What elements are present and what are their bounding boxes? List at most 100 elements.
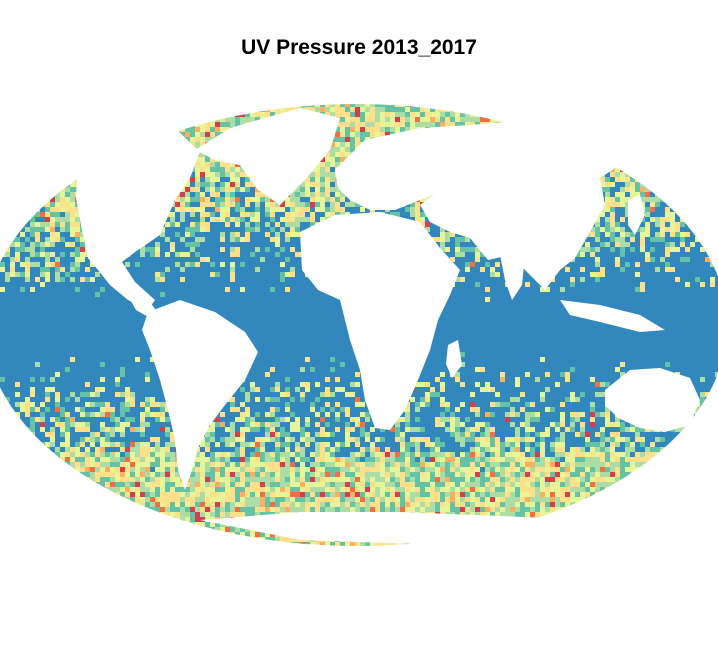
- pressure-cell: [225, 427, 230, 432]
- pressure-cell: [15, 152, 20, 157]
- pressure-cell: [625, 162, 630, 167]
- pressure-cell: [705, 152, 710, 157]
- pressure-cell: [330, 202, 335, 207]
- pressure-cell: [455, 92, 460, 97]
- pressure-cell: [615, 172, 620, 177]
- map-title: UV Pressure 2013_2017: [241, 36, 477, 59]
- pressure-cell: [670, 103, 675, 107]
- pressure-cell: [655, 142, 660, 147]
- pressure-cell: [620, 117, 625, 122]
- pressure-cell: [240, 117, 245, 122]
- pressure-cell: [150, 247, 155, 252]
- pressure-cell: [230, 202, 235, 207]
- pressure-cell: [185, 252, 190, 257]
- pressure-cell: [95, 412, 100, 417]
- pressure-cell: [160, 227, 165, 232]
- pressure-cell: [15, 252, 20, 257]
- pressure-cell: [505, 402, 510, 407]
- pressure-cell: [315, 412, 320, 417]
- pressure-cell: [350, 132, 355, 137]
- pressure-cell: [45, 237, 50, 242]
- pressure-cell: [35, 227, 40, 232]
- pressure-cell: [605, 97, 610, 102]
- pressure-cell: [130, 392, 135, 397]
- pressure-cell: [25, 112, 30, 117]
- pressure-cell: [640, 172, 645, 177]
- pressure-cell: [5, 127, 10, 132]
- pressure-cell: [235, 182, 240, 187]
- pressure-cell: [685, 92, 690, 97]
- pressure-cell: [710, 122, 715, 127]
- pressure-cell: [55, 262, 60, 267]
- pressure-cell: [655, 202, 660, 207]
- pressure-cell: [700, 107, 705, 112]
- pressure-cell: [610, 237, 615, 242]
- pressure-cell: [285, 237, 290, 242]
- pressure-cell: [450, 417, 455, 422]
- pressure-cell: [0, 142, 5, 147]
- pressure-cell: [240, 167, 245, 172]
- pressure-cell: [50, 97, 55, 102]
- pressure-cell: [375, 107, 380, 112]
- pressure-cell: [710, 437, 715, 442]
- pressure-cell: [460, 277, 465, 282]
- pressure-cell: [560, 97, 565, 102]
- pressure-cell: [500, 107, 505, 112]
- pressure-cell: [680, 112, 685, 117]
- pressure-cell: [605, 227, 610, 232]
- pressure-cell: [25, 432, 30, 437]
- pressure-cell: [120, 367, 125, 372]
- pressure-cell: [5, 147, 10, 152]
- pressure-cell: [610, 122, 615, 127]
- pressure-cell: [710, 262, 715, 267]
- pressure-cell: [235, 122, 240, 127]
- pressure-cell: [60, 407, 65, 412]
- pressure-cell: [100, 287, 105, 292]
- pressure-cell: [90, 402, 95, 407]
- pressure-cell: [335, 197, 340, 202]
- pressure-cell: [490, 427, 495, 432]
- pressure-cell: [630, 107, 635, 112]
- pressure-cell: [135, 92, 140, 97]
- pressure-cell: [590, 247, 595, 252]
- pressure-cell: [570, 412, 575, 417]
- pressure-cell: [630, 427, 635, 432]
- pressure-cell: [115, 377, 120, 382]
- pressure-cell: [695, 103, 700, 107]
- pressure-cell: [155, 442, 160, 447]
- pressure-cell: [20, 97, 25, 102]
- pressure-cell: [260, 197, 265, 202]
- pressure-cell: [690, 142, 695, 147]
- pressure-cell: [65, 152, 70, 157]
- pressure-cell: [560, 372, 565, 377]
- pressure-cell: [515, 377, 520, 382]
- pressure-cell: [670, 192, 675, 197]
- pressure-cell: [285, 97, 290, 102]
- pressure-cell: [175, 232, 180, 237]
- pressure-cell: [710, 242, 715, 247]
- pressure-cell: [590, 227, 595, 232]
- pressure-cell: [15, 272, 20, 277]
- pressure-cell: [675, 277, 680, 282]
- pressure-cell: [10, 272, 15, 277]
- pressure-cell: [95, 432, 100, 437]
- pressure-cell: [20, 167, 25, 172]
- pressure-cell: [640, 287, 645, 292]
- pressure-cell: [350, 147, 355, 152]
- pressure-cell: [20, 232, 25, 237]
- pressure-cell: [490, 442, 495, 447]
- pressure-cell: [660, 157, 665, 162]
- pressure-cell: [110, 112, 115, 117]
- pressure-cell: [140, 432, 145, 437]
- pressure-cell: [625, 202, 630, 207]
- pressure-cell: [105, 107, 110, 112]
- pressure-cell: [685, 107, 690, 112]
- pressure-cell: [695, 162, 700, 167]
- pressure-cell: [0, 122, 5, 127]
- pressure-cell: [330, 103, 335, 107]
- pressure-cell: [45, 107, 50, 112]
- pressure-cell: [645, 257, 650, 262]
- pressure-cell: [40, 122, 45, 127]
- pressure-cell: [235, 92, 240, 97]
- pressure-cell: [680, 197, 685, 202]
